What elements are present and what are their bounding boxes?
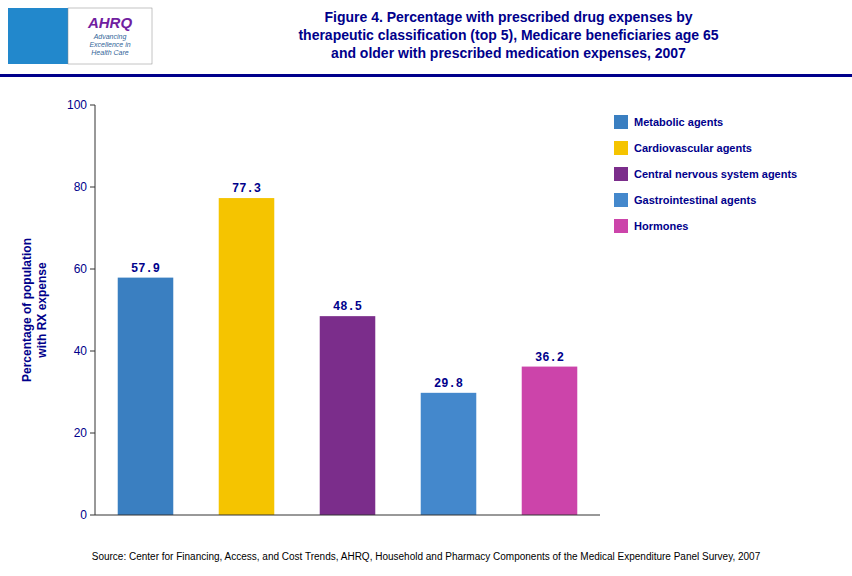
bar [219,198,275,515]
legend-swatch [614,141,628,155]
legend-swatch [614,193,628,207]
text-line: and older with prescribed medication exp… [331,45,686,61]
y-tick-label: 0 [80,508,87,522]
logo-panel [8,8,68,64]
data-label: 48.5 [333,300,362,314]
text-line: with RX expense [35,262,49,359]
text-line: Figure 4. Percentage with prescribed dru… [324,9,692,25]
legend: Metabolic agents Cardiovascular agents Cen… [614,115,797,233]
legend-label: Central nervous system agents [634,168,797,180]
bar [118,278,174,515]
legend-swatch [614,167,628,181]
x-axis-line [95,515,600,516]
logo-title: AHRQ [87,14,132,31]
logo-subtitle: AdvancingExcellence inHealth Care [89,33,130,56]
text-line: Excellence in [89,41,130,48]
legend-swatch [614,115,628,129]
y-tick [90,187,95,188]
legend-label: Metabolic agents [634,116,723,128]
legend-swatch [614,219,628,233]
y-axis-line [95,105,96,515]
y-tick-label: 20 [74,426,88,440]
y-axis-label: Percentage of populationwith RX expense [20,238,49,382]
y-tick-label: 40 [74,344,88,358]
y-tick [90,269,95,270]
legend-label: Gastrointestinal agents [634,194,756,206]
y-tick [90,515,95,516]
data-label: 36.2 [535,351,564,365]
text-line: Percentage of population [20,238,34,382]
y-tick-label: 100 [67,98,87,112]
data-label: 77.3 [232,182,261,196]
data-label: 29.8 [434,377,463,391]
header-rule [0,74,852,77]
text-line: Advancing [93,33,127,41]
legend-label: Hormones [634,220,688,232]
text-line: Health Care [91,49,128,56]
y-tick-label: 60 [74,262,88,276]
y-tick [90,351,95,352]
chart: AHRQ AdvancingExcellence inHealth Care Fig… [0,0,852,576]
source: Source: Center for Financing, Access, an… [92,551,761,562]
bar [421,393,477,515]
legend-label: Cardiovascular agents [634,142,752,154]
data-label: 57.9 [131,262,160,276]
title: Figure 4. Percentage with prescribed dru… [298,9,718,61]
y-tick [90,105,95,106]
text-line: therapeutic classification (top 5), Medi… [298,27,718,43]
logo-panel [68,8,152,64]
y-tick [90,433,95,434]
bar [320,316,376,515]
y-tick-label: 80 [74,180,88,194]
bar [522,367,578,515]
